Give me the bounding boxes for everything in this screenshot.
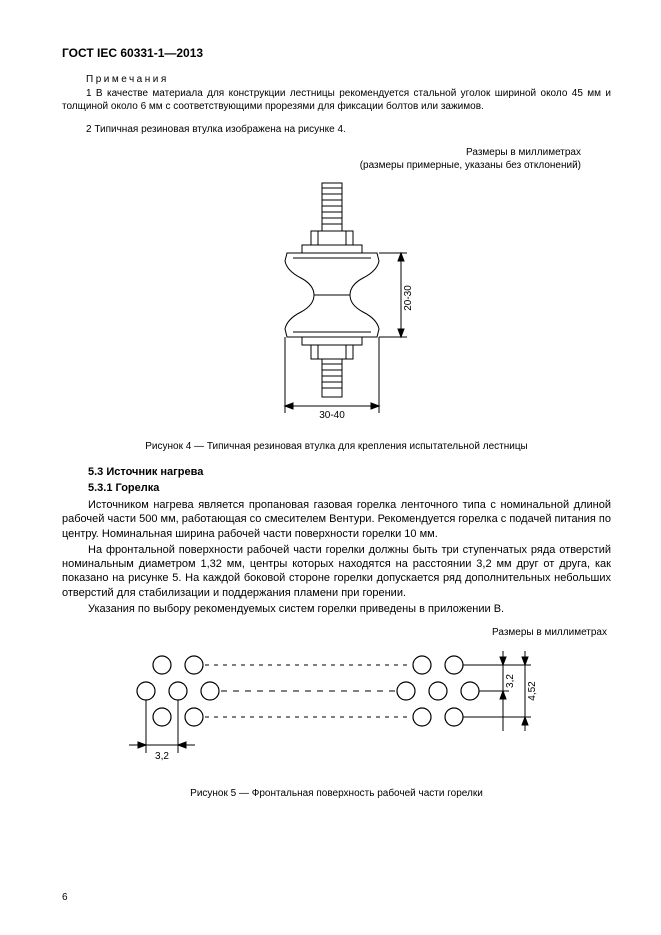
paragraph-2: На фронтальной поверхности рабочей части… <box>62 543 611 600</box>
note-1: 1 В качестве материала для конструкции л… <box>62 87 611 113</box>
dim-line-2: (размеры примерные, указаны без отклонен… <box>360 160 581 171</box>
fig4-dim-h: 30-40 <box>319 410 345 421</box>
fig5-dim-v1: 3,2 <box>505 674 516 688</box>
note-2: 2 Типичная резиновая втулка изображена н… <box>62 123 611 136</box>
fig5-dim-h: 3,2 <box>155 751 169 762</box>
notes-title: Примечания <box>62 74 611 85</box>
fig5-dim-v2: 4,52 <box>527 681 538 701</box>
figure-4: 30-40 20-30 <box>62 178 611 433</box>
page-number: 6 <box>62 892 68 903</box>
doc-header: ГОСТ IEC 60331-1—2013 <box>62 46 611 60</box>
figure-5: 3,2 3,2 4,52 <box>62 645 611 780</box>
figure-5-caption: Рисунок 5 — Фронтальная поверхность рабо… <box>62 788 611 799</box>
figure-5-svg: 3,2 3,2 4,52 <box>117 645 557 775</box>
section-5-3-title: 5.3 Источник нагрева <box>62 466 611 478</box>
dimension-note: Размеры в миллиметрах (размеры примерные… <box>62 146 611 172</box>
paragraph-1: Источником нагрева является пропановая г… <box>62 498 611 541</box>
dim-line-1: Размеры в миллиметрах <box>466 147 581 158</box>
figure-4-svg: 30-40 20-30 <box>207 178 467 428</box>
paragraph-3: Указания по выбору рекомендуемых систем … <box>62 602 611 616</box>
dimension-note-2: Размеры в миллиметрах <box>62 626 611 639</box>
page: ГОСТ IEC 60331-1—2013 Примечания 1 В кач… <box>0 0 661 935</box>
section-5-3-1-title: 5.3.1 Горелка <box>62 482 611 494</box>
figure-4-caption: Рисунок 4 — Типичная резиновая втулка дл… <box>62 441 611 452</box>
fig4-dim-v: 20-30 <box>403 285 414 311</box>
